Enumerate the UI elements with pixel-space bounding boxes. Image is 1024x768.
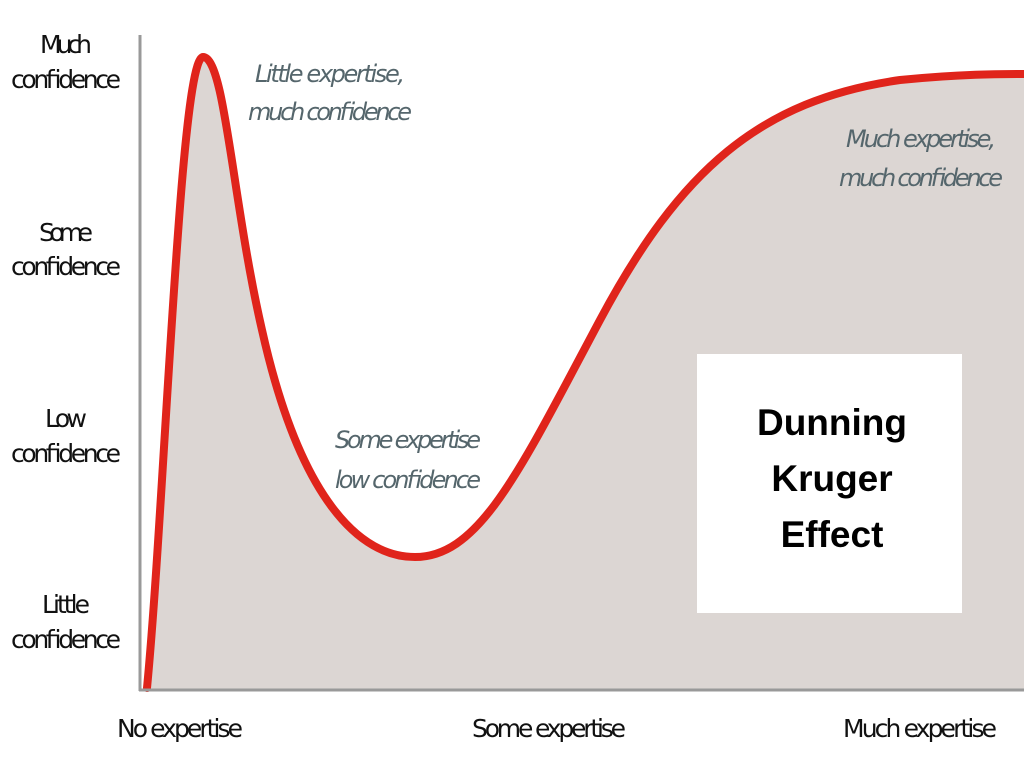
x-label: No expertise xyxy=(117,714,243,743)
annotation: low confidence xyxy=(335,466,481,494)
annotation: Some expertise xyxy=(335,426,481,454)
curve xyxy=(143,52,1024,692)
y-label: Low xyxy=(45,404,87,433)
y-label: Much xyxy=(40,30,92,59)
annotation: much confidence xyxy=(839,164,1003,192)
title: Dunning xyxy=(757,402,907,443)
title-box xyxy=(697,354,962,613)
y-label: confidence xyxy=(11,439,121,468)
title: Kruger xyxy=(771,458,892,499)
title: Effect xyxy=(781,514,884,555)
annotation: Much expertise, xyxy=(846,125,996,153)
y-label: Some xyxy=(39,218,93,247)
x-label: Much expertise xyxy=(843,714,997,743)
annotation: much confidence xyxy=(248,98,412,126)
y-label: Little xyxy=(42,590,90,619)
annotation: Little expertise, xyxy=(255,60,405,88)
y-label: confidence xyxy=(11,625,121,654)
y-label: confidence xyxy=(11,252,121,281)
x-label: Some expertise xyxy=(472,714,626,743)
y-label: confidence xyxy=(11,65,121,94)
